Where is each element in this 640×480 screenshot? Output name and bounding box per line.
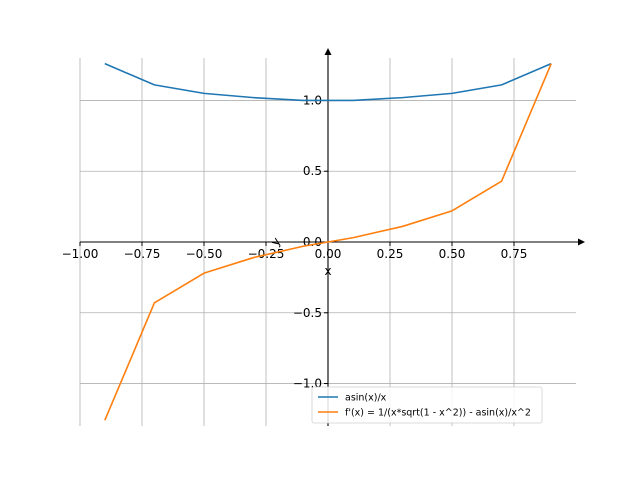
x-tick-label-5: 0.25 (377, 247, 404, 261)
y-axis-arrow (324, 48, 332, 55)
legend-box (311, 386, 543, 424)
series-line-1 (104, 63, 552, 421)
x-tick-label-4: 0.00 (315, 247, 342, 261)
legend: asin(x)/x f'(x) = 1/(x*sqrt(1 - x^2)) - a… (311, 386, 543, 424)
x-axis-label: x (324, 264, 331, 278)
x-tick-label-7: 0.75 (501, 247, 528, 261)
x-axis-arrow (578, 238, 585, 246)
x-ticks: −1.00 −0.75 −0.50 −0.25 0.00 0.25 0.50 0.75 (62, 242, 528, 261)
x-tick-label-1: −0.75 (124, 247, 161, 261)
x-tick-label-6: 0.50 (439, 247, 466, 261)
series-line-0 (104, 62, 552, 102)
axes (80, 48, 585, 426)
series-lines (104, 62, 552, 421)
y-tick-label-1: −0.5 (293, 306, 322, 320)
x-tick-label-2: −0.50 (186, 247, 223, 261)
y-tick-label-2: 0.0 (303, 235, 322, 249)
y-tick-label-3: 0.5 (303, 164, 322, 178)
legend-label-0: asin(x)/x (345, 393, 387, 404)
legend-label-1: f'(x) = 1/(x*sqrt(1 - x^2)) - asin(x)/x^… (345, 408, 531, 419)
x-tick-label-0: −1.00 (62, 247, 99, 261)
